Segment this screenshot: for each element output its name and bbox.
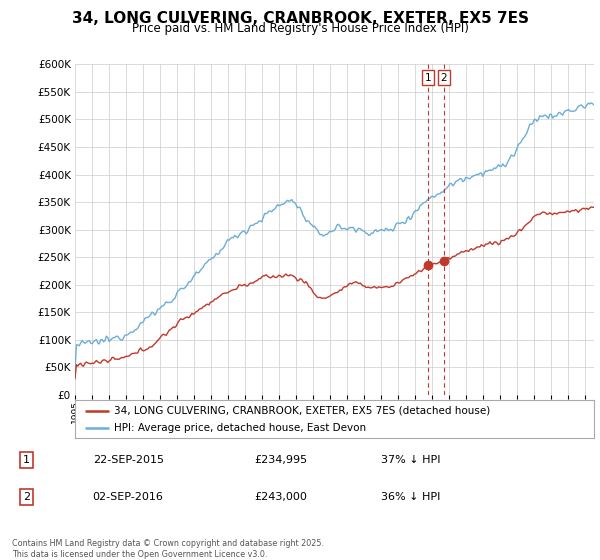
- Text: Contains HM Land Registry data © Crown copyright and database right 2025.
This d: Contains HM Land Registry data © Crown c…: [12, 539, 324, 559]
- Text: 02-SEP-2016: 02-SEP-2016: [92, 492, 164, 502]
- Text: 1: 1: [23, 455, 30, 465]
- Text: 2: 2: [440, 73, 447, 83]
- Text: £243,000: £243,000: [254, 492, 307, 502]
- Text: HPI: Average price, detached house, East Devon: HPI: Average price, detached house, East…: [114, 423, 366, 433]
- Text: 22-SEP-2015: 22-SEP-2015: [92, 455, 164, 465]
- Text: 34, LONG CULVERING, CRANBROOK, EXETER, EX5 7ES (detached house): 34, LONG CULVERING, CRANBROOK, EXETER, E…: [114, 405, 490, 416]
- Text: £234,995: £234,995: [254, 455, 307, 465]
- Text: 2: 2: [23, 492, 30, 502]
- Text: 1: 1: [424, 73, 431, 83]
- Text: Price paid vs. HM Land Registry's House Price Index (HPI): Price paid vs. HM Land Registry's House …: [131, 22, 469, 35]
- Text: 36% ↓ HPI: 36% ↓ HPI: [380, 492, 440, 502]
- Text: 34, LONG CULVERING, CRANBROOK, EXETER, EX5 7ES: 34, LONG CULVERING, CRANBROOK, EXETER, E…: [71, 11, 529, 26]
- Text: 37% ↓ HPI: 37% ↓ HPI: [380, 455, 440, 465]
